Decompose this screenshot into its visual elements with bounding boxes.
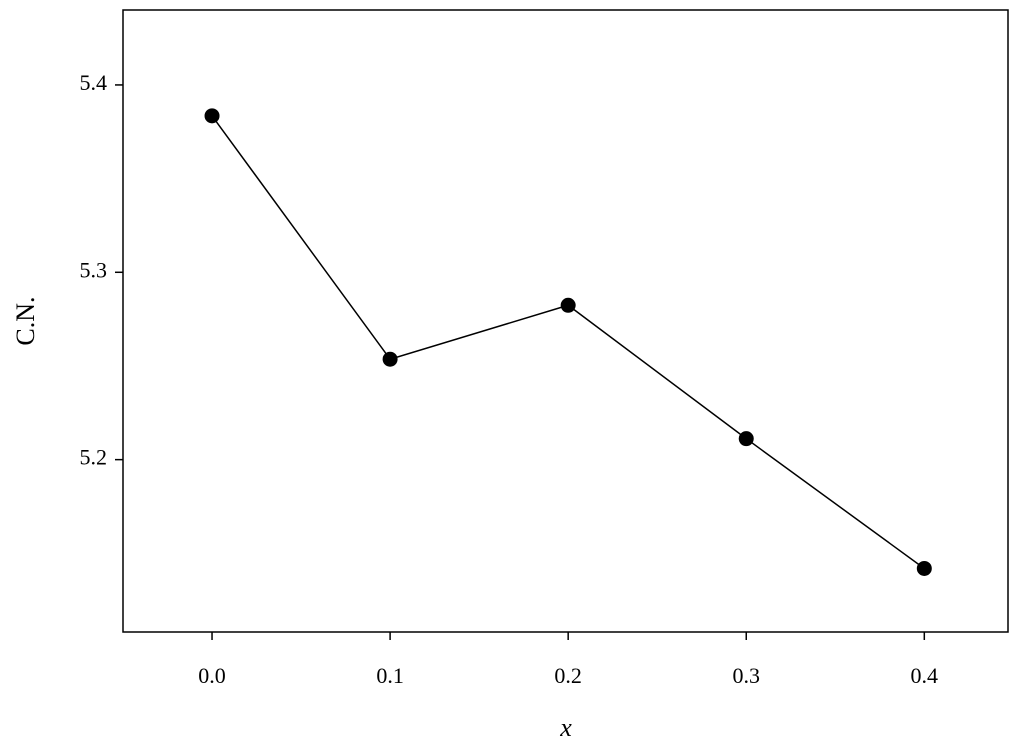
x-tick-label: 0.0 — [198, 663, 226, 688]
marker — [738, 431, 754, 447]
line — [211, 115, 925, 570]
x-tick-label: 0.4 — [911, 663, 939, 688]
y-tick-label: 5.3 — [80, 257, 108, 282]
marker — [916, 560, 932, 576]
x-tick-label: 0.1 — [376, 663, 404, 688]
x-tick-label: 0.3 — [732, 663, 760, 688]
y-axis-title: C.N. — [11, 296, 40, 345]
y-tick-label: 5.4 — [80, 70, 108, 95]
marker — [560, 297, 576, 313]
x-axis-title: x — [559, 713, 572, 742]
y-tick-label: 5.2 — [80, 445, 108, 470]
marker — [382, 351, 398, 367]
marker — [204, 108, 220, 124]
x-tick-label: 0.2 — [554, 663, 582, 688]
plot-frame — [122, 9, 1009, 633]
